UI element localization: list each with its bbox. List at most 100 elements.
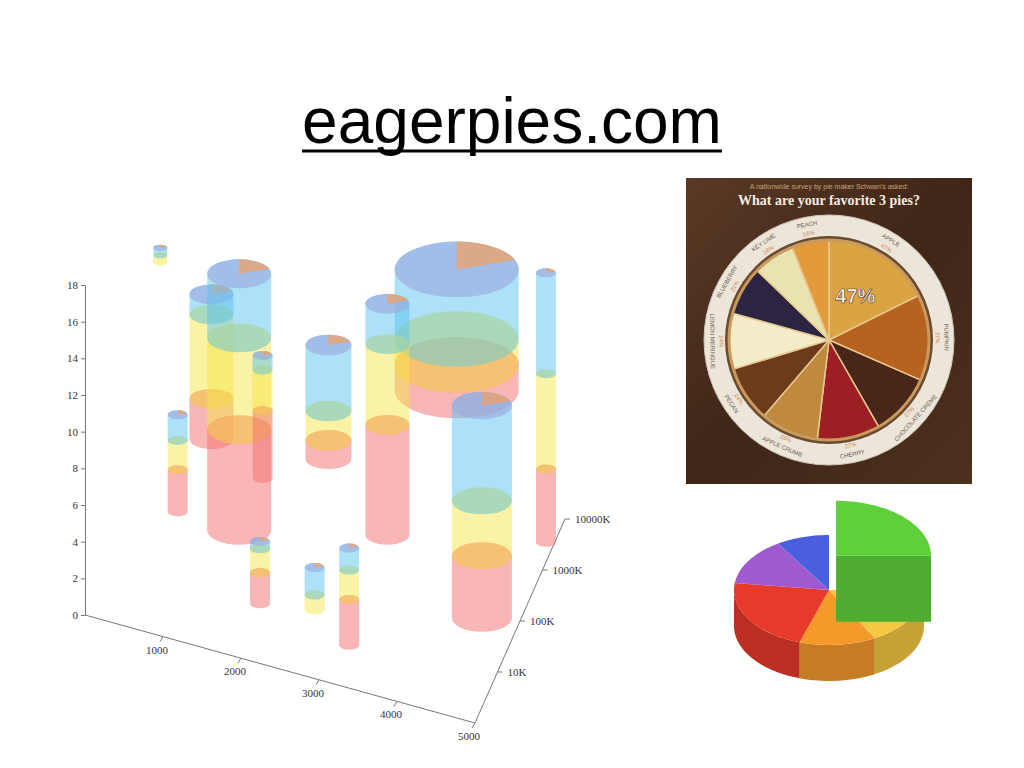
cylinder-segment	[395, 242, 519, 367]
y-tick: 14	[67, 352, 85, 364]
cylinder-cap	[250, 537, 270, 546]
y-tick-label: 16	[67, 316, 79, 328]
z-tick-mark	[520, 621, 525, 622]
pie3d-top	[836, 501, 931, 556]
x-tick-label: 5000	[458, 730, 481, 742]
segment-top	[153, 245, 167, 251]
cylinder-segment	[305, 563, 325, 600]
cylinder-segment	[305, 335, 351, 422]
pie3d-side	[931, 556, 932, 622]
cylinder-segment	[207, 259, 271, 352]
slice-value-label: 24%	[718, 335, 724, 348]
y-tick-label: 0	[73, 609, 79, 621]
cylinder-cap	[365, 294, 409, 314]
segment-top	[536, 268, 556, 277]
z-tick-mark	[565, 519, 570, 520]
y-tick: 0	[73, 609, 86, 621]
y-tick-mark	[81, 578, 85, 579]
cap-wedge	[546, 268, 555, 273]
cylinder	[305, 335, 351, 469]
cap-wedge	[387, 294, 408, 304]
y-axis: 0 2 4 6 8 10 12 14 16 18	[67, 279, 86, 621]
x-tick-label: 1000	[146, 644, 169, 656]
y-tick-mark	[81, 505, 85, 506]
pie3d-top	[734, 583, 829, 642]
pie-subtitle: A nationwide survey by pie maker Schwan'…	[750, 183, 909, 191]
slice-value-label: 27%	[844, 441, 858, 449]
y-tick-mark	[81, 432, 85, 433]
cylinder	[452, 392, 512, 632]
slice-value-label: 21%	[729, 279, 741, 293]
z-tick-mark	[543, 570, 548, 571]
pie-slices	[729, 240, 929, 440]
cylinder-cap	[253, 351, 273, 360]
slice-value-label: 18%	[762, 244, 776, 256]
y-tick-mark	[81, 395, 85, 396]
x-axis-line	[85, 615, 475, 723]
cylinder-cap	[168, 410, 188, 419]
cylinder-cap	[339, 544, 359, 553]
cylinder-cap	[305, 563, 325, 572]
cylinder-segment	[153, 245, 167, 259]
x-tick-mark	[238, 658, 241, 663]
y-tick-label: 10	[67, 426, 79, 438]
segment-top	[168, 410, 188, 419]
cylinders	[153, 242, 556, 650]
cylinder-cap	[305, 335, 351, 356]
y-tick: 12	[67, 389, 85, 401]
cylinder-segment	[536, 465, 556, 547]
background	[0, 0, 1024, 768]
segment-top	[253, 351, 273, 360]
segment-top	[305, 563, 325, 572]
slide-title: eagerpies.com	[302, 85, 722, 157]
slice-value-label: 24%	[733, 392, 745, 406]
z-tick-mark	[498, 672, 503, 673]
y-tick: 4	[73, 536, 86, 548]
cylinder-segment	[339, 544, 359, 575]
y-tick-mark	[81, 468, 85, 469]
segment-top	[207, 259, 271, 288]
survey-pie: A nationwide survey by pie maker Schwan'…	[686, 178, 972, 484]
y-tick: 10	[67, 426, 85, 438]
y-tick-label: 2	[73, 572, 79, 584]
cylinder-cap	[207, 259, 271, 288]
y-tick: 6	[73, 499, 86, 511]
pie-title: What are your favorite 3 pies?	[738, 193, 920, 208]
cylinder-cap	[536, 268, 556, 277]
z-tick-label: 10000K	[575, 513, 611, 525]
y-tick-mark	[81, 542, 85, 543]
pie-panel-background	[686, 178, 972, 484]
y-tick-label: 18	[67, 279, 79, 291]
x-tick-label: 3000	[302, 687, 325, 699]
y-tick-label: 8	[73, 462, 79, 474]
cylinder	[153, 245, 167, 266]
y-tick-label: 14	[67, 352, 79, 364]
y-tick: 16	[67, 316, 85, 328]
slice-value-label: 37%	[934, 331, 940, 344]
z-tick-label: 100K	[530, 615, 555, 627]
cap-wedge	[239, 259, 269, 273]
cylinder	[168, 410, 188, 516]
cylinder	[253, 351, 273, 483]
pie3d-chart	[686, 498, 972, 710]
cap-wedge	[178, 410, 187, 415]
cylinder-segment	[452, 392, 512, 514]
x-tick-mark	[394, 701, 397, 706]
segment-top	[395, 242, 519, 298]
cylinder-cap	[452, 392, 512, 419]
segment-top	[452, 392, 512, 419]
slice-value-label: 47%	[879, 242, 893, 254]
y-tick-mark	[81, 358, 85, 359]
cap-wedge	[260, 537, 269, 542]
cap-wedge	[328, 335, 350, 345]
bar3d-chart: 0246810121416181000200030004000500010K10…	[67, 242, 611, 742]
cylinder	[339, 544, 359, 650]
y-tick-label: 12	[67, 389, 78, 401]
slice-name: LEMON MERINGUE	[709, 314, 716, 369]
pie3d-panel-background	[686, 498, 972, 710]
slice-value-label: 25%	[779, 433, 793, 444]
pie-crust	[729, 240, 929, 440]
z-tick-label: 10K	[508, 666, 527, 678]
cylinder-cap	[395, 242, 519, 298]
x-tick-mark	[316, 680, 319, 685]
